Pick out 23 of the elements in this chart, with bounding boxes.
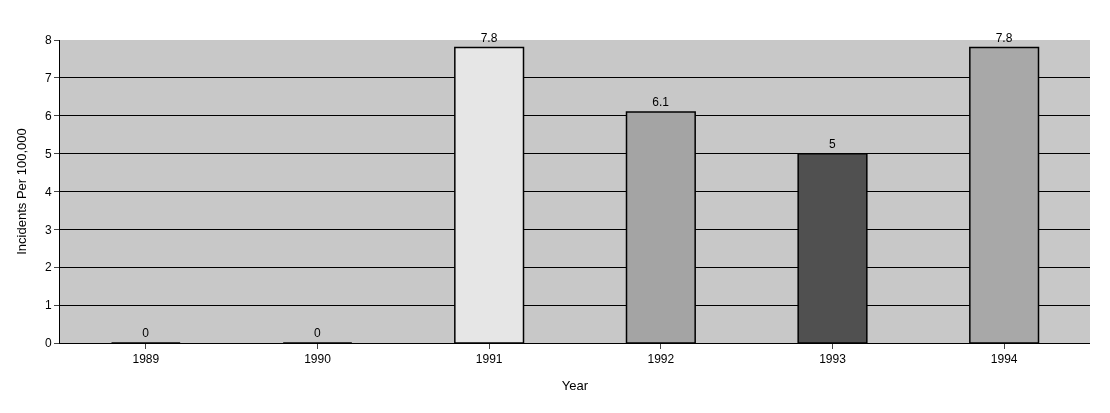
x-tick-label: 1994	[990, 352, 1018, 367]
data-label: 0	[142, 326, 150, 340]
x-axis-title: Year	[561, 378, 589, 393]
x-tick-label: 1991	[475, 352, 503, 367]
x-tick-label: 1993	[819, 352, 847, 367]
x-tick-label: 1990	[304, 352, 332, 367]
data-label: 0	[314, 326, 321, 340]
data-label: 6.1	[652, 94, 670, 109]
data-label: 7.8	[995, 30, 1013, 45]
x-tick-label: 1989	[132, 352, 160, 367]
y-tick-label: 2	[44, 260, 52, 275]
x-tick-label: 1992	[647, 352, 675, 367]
y-tick-label: 1	[44, 298, 52, 313]
y-tick-label: 7	[44, 71, 52, 86]
y-tick-label: 8	[44, 33, 52, 48]
y-axis-title: Incidents Per 100,000	[13, 128, 29, 255]
y-tick-label: 5	[44, 146, 52, 161]
y-tick-label: 3	[44, 222, 52, 237]
data-label: 5	[829, 136, 836, 151]
y-tick-label: 6	[44, 108, 52, 123]
y-tick-label: 4	[44, 184, 52, 199]
y-tick-label: 0	[44, 336, 52, 351]
data-label: 7.8	[480, 30, 498, 45]
